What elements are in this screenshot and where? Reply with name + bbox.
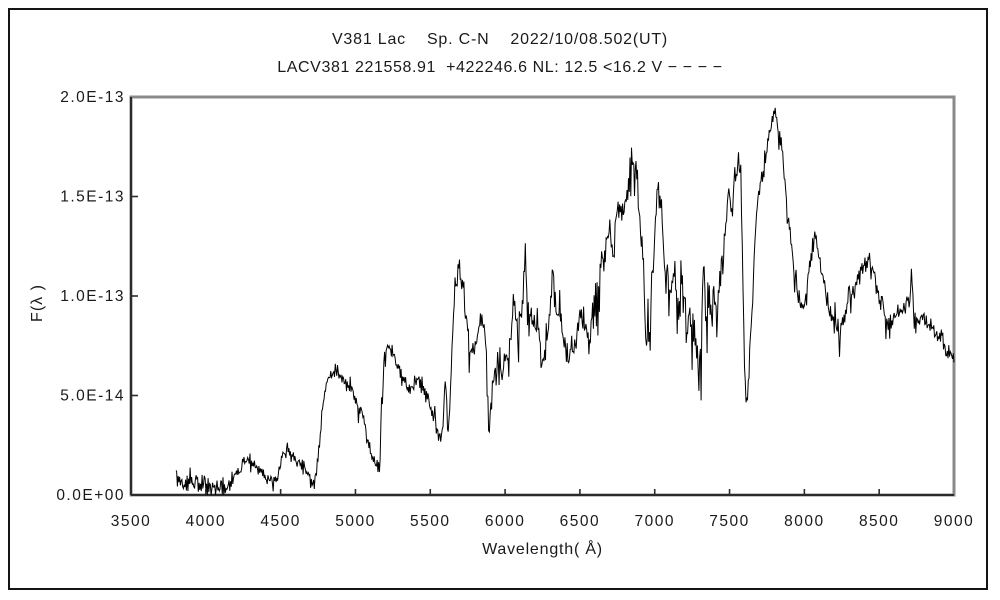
svg-text:6500: 6500 <box>560 513 600 530</box>
svg-text:2.0E-13: 2.0E-13 <box>60 89 125 106</box>
svg-text:0.0E+00: 0.0E+00 <box>56 487 125 504</box>
x-axis-ticks: 3500 4000 4500 5000 5500 6000 6500 7000 7500 8000… <box>111 489 974 530</box>
svg-text:5.0E-14: 5.0E-14 <box>60 388 125 405</box>
plot-box <box>129 95 956 497</box>
y-axis-ticks: 0.0E+00 5.0E-14 1.0E-13 1.5E-13 2.0E-13 <box>56 89 138 504</box>
chart-title: V381 Lac Sp. C-N 2022/10/08.502(UT) <box>331 31 669 48</box>
svg-text:1.0E-13: 1.0E-13 <box>60 288 125 305</box>
svg-text:7000: 7000 <box>634 513 674 530</box>
svg-text:4000: 4000 <box>186 513 226 530</box>
svg-text:6000: 6000 <box>485 513 525 530</box>
outer-border <box>8 8 988 590</box>
svg-text:5000: 5000 <box>335 513 375 530</box>
svg-text:7500: 7500 <box>709 513 749 530</box>
svg-text:1.5E-13: 1.5E-13 <box>60 189 125 206</box>
spectrum-line <box>175 107 955 496</box>
svg-text:3500: 3500 <box>111 513 151 530</box>
svg-text:8500: 8500 <box>859 513 899 530</box>
svg-text:9000: 9000 <box>934 513 974 530</box>
chart-subtitle: LACV381 221558.91 +422246.6 NL: 12.5 <16… <box>277 59 723 76</box>
svg-text:4500: 4500 <box>260 513 300 530</box>
x-axis-label: Wavelength( Å) <box>482 541 603 558</box>
svg-text:5500: 5500 <box>410 513 450 530</box>
svg-text:8000: 8000 <box>784 513 824 530</box>
